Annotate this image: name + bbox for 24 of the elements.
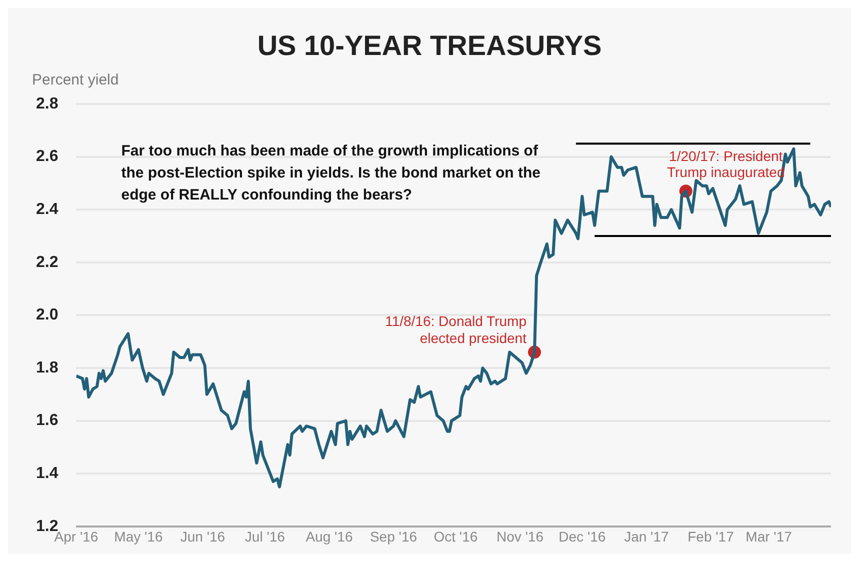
x-tick-label: May '16 xyxy=(114,528,163,545)
x-tick-label: Jul '16 xyxy=(244,528,286,545)
y-tick-label: 1.2 xyxy=(36,518,58,535)
y-tick-label: 2.4 xyxy=(36,201,58,218)
y-tick-label: 2.6 xyxy=(36,148,58,166)
x-tick-label: Feb '17 xyxy=(688,528,734,545)
y-tick-label: 1.8 xyxy=(36,359,58,376)
annotation: 11/8/16: Donald Trump elected president xyxy=(385,313,527,346)
y-tick-label: 2.0 xyxy=(36,306,58,324)
y-axis-title: Percent yield xyxy=(32,72,119,89)
x-tick-label: Jan '17 xyxy=(624,528,670,545)
y-tick-label: 2.2 xyxy=(36,254,58,271)
x-tick-label: Sep '16 xyxy=(370,528,418,545)
x-tick-label: Oct '16 xyxy=(434,528,478,545)
annotation: Far too much has been made of the growth implications of the post-Election spike in yields. Is the bond market on the edge of REALLY confounding the bears? xyxy=(121,142,540,204)
chart-title: US 10-YEAR TREASURYS xyxy=(256,29,603,63)
x-tick-label: Dec '16 xyxy=(558,528,606,545)
x-tick-label: Mar '17 xyxy=(746,528,792,545)
y-tick-label: 2.8 xyxy=(36,95,58,112)
y-tick-label: 1.4 xyxy=(36,465,58,482)
x-tick-label: Jun '16 xyxy=(180,528,226,545)
x-tick-label: Aug '16 xyxy=(306,528,353,545)
y-tick-label: 1.6 xyxy=(36,412,58,430)
x-tick-label: Nov '16 xyxy=(496,528,544,545)
